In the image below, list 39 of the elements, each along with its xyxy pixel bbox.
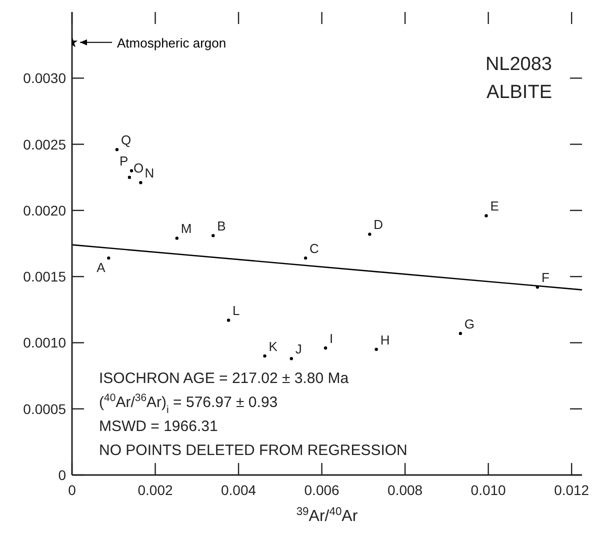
annotation: P: [120, 154, 128, 169]
annotation: NL2083: [485, 54, 552, 75]
y-tick-label: 0.0030: [23, 70, 66, 86]
y-tick-label: 0.0025: [23, 136, 66, 152]
annotation: ISOCHRON AGE = 217.02 ± 3.80 Ma: [99, 370, 350, 387]
x-tick-label: 0.012: [554, 482, 590, 498]
annotation: L: [232, 303, 240, 318]
annotation: NO POINTS DELETED FROM REGRESSION: [99, 442, 408, 459]
annotation: Q: [120, 132, 132, 148]
annotation: A: [96, 260, 106, 276]
annotation: C: [310, 241, 319, 256]
annotation: K: [268, 338, 278, 354]
annotation: D: [374, 217, 384, 232]
annotation: MSWD = 1966.31: [99, 418, 218, 435]
annotation: O: [133, 160, 144, 176]
y-tick-label: 0.0020: [23, 202, 66, 218]
x-tick-label: 0.006: [304, 482, 340, 498]
y-tick-label: 0: [58, 467, 66, 483]
x-tick-label: 0.002: [138, 482, 173, 498]
y-tick-label: 0.0005: [23, 400, 66, 417]
annotation: E: [490, 198, 500, 214]
x-axis-title: $^{39}$Ar/$^{40}$Ar: [296, 506, 358, 525]
x-tick-label: 0.004: [221, 482, 256, 498]
annotation: M: [180, 221, 192, 236]
annotation: ($^{40}$Ar/$^{36}$Ar)$_{i}$ = 576.97 ± 0.93: [99, 392, 278, 416]
annotation: G: [464, 316, 475, 332]
legend-label: Atmospheric argon: [117, 35, 226, 50]
annotation: H: [380, 332, 390, 348]
annotation: I: [330, 331, 334, 346]
x-tick-label: 0.008: [388, 482, 423, 498]
annotation: J: [295, 342, 302, 357]
annotation: N: [144, 166, 154, 181]
y-tick-label: 0.0015: [23, 268, 66, 285]
x-tick-label: 0: [68, 482, 76, 498]
x-tick-label: 0.010: [470, 482, 506, 498]
annotation: B: [217, 218, 226, 234]
y-tick-label: 0.0010: [23, 334, 66, 351]
annotation: ALBITE: [486, 82, 552, 103]
annotation: F: [541, 270, 550, 286]
